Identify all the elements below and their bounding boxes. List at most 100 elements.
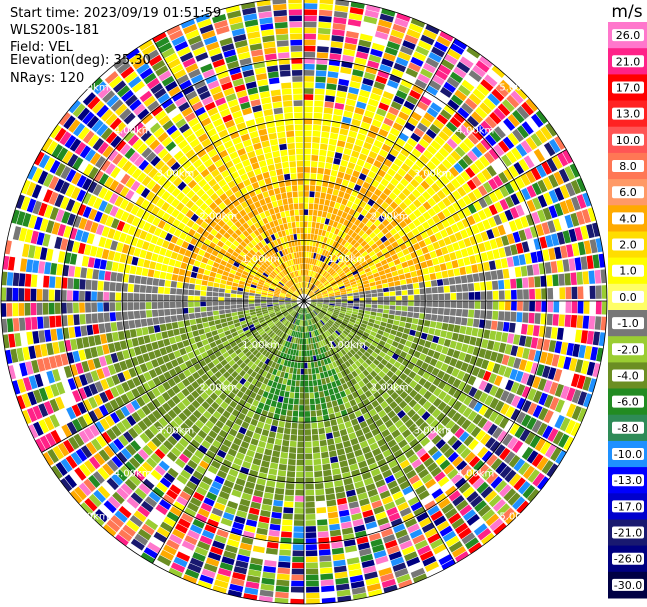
gate-cell	[49, 276, 56, 288]
gate-cell	[258, 440, 266, 448]
gate-cell	[335, 304, 341, 307]
gate-cell	[338, 165, 347, 173]
gate-cell	[333, 158, 341, 165]
gate-cell	[295, 337, 299, 344]
gate-cell	[380, 178, 389, 187]
gate-cell	[320, 397, 326, 404]
gate-cell	[550, 447, 562, 462]
gate-cell	[362, 115, 373, 124]
gate-cell	[294, 343, 298, 350]
gate-cell	[577, 241, 586, 256]
gate-cell	[422, 133, 433, 144]
gate-cell	[347, 19, 362, 27]
gate-cell	[242, 461, 252, 469]
gate-cell	[352, 286, 358, 291]
gate-cell	[334, 321, 341, 327]
gate-cell	[44, 262, 52, 275]
gate-cell	[373, 473, 384, 483]
gate-cell	[20, 258, 28, 272]
gate-cell	[355, 429, 364, 438]
gate-cell	[493, 214, 503, 226]
gate-cell	[218, 292, 225, 297]
gate-cell	[237, 472, 248, 481]
gate-cell	[414, 79, 427, 90]
gate-cell	[237, 311, 244, 315]
gate-cell	[526, 374, 536, 387]
gate-cell	[421, 411, 431, 421]
gate-cell	[486, 310, 493, 320]
gate-cell	[158, 309, 165, 317]
gate-cell	[305, 441, 312, 448]
gate-cell	[338, 357, 344, 365]
gate-cell	[347, 373, 354, 380]
gate-cell	[362, 181, 371, 190]
gate-cell	[374, 320, 381, 325]
gate-cell	[14, 333, 22, 347]
gate-cell	[319, 334, 324, 341]
gate-cell	[489, 111, 502, 125]
gate-cell	[329, 450, 337, 458]
gate-cell	[155, 262, 163, 271]
gate-cell	[432, 301, 438, 307]
gate-cell	[460, 362, 469, 372]
gate-cell	[459, 431, 470, 443]
gate-cell	[236, 301, 243, 305]
gate-cell	[332, 312, 339, 316]
gate-cell	[408, 265, 416, 272]
gate-cell	[345, 167, 354, 176]
gate-cell	[537, 378, 547, 391]
gate-cell	[309, 197, 315, 204]
gate-cell	[184, 568, 200, 579]
gate-cell	[447, 193, 457, 204]
gate-cell	[261, 370, 268, 378]
gate-cell	[592, 331, 600, 346]
gate-cell	[324, 420, 331, 428]
gate-cell	[305, 471, 314, 478]
gate-cell	[347, 181, 356, 189]
gate-cell	[286, 341, 291, 348]
gate-cell	[345, 36, 358, 45]
gate-cell	[530, 251, 538, 264]
gate-cell	[522, 465, 535, 480]
gate-cell	[248, 301, 255, 304]
gate-cell	[380, 259, 388, 266]
gate-cell	[311, 343, 315, 350]
gate-cell	[524, 431, 536, 445]
gate-cell	[304, 405, 310, 411]
gate-cell	[475, 429, 486, 442]
gate-cell	[304, 429, 311, 435]
gate-cell	[352, 443, 361, 452]
gate-cell	[396, 301, 402, 306]
gate-cell	[577, 407, 588, 423]
gate-cell	[386, 387, 395, 396]
gate-cell	[212, 306, 219, 311]
gate-cell	[338, 365, 344, 372]
gate-cell	[493, 175, 504, 187]
gate-cell	[495, 331, 503, 342]
gate-cell	[608, 285, 614, 299]
gate-cell	[440, 174, 450, 185]
gate-cell	[497, 103, 511, 117]
gate-cell	[104, 322, 112, 333]
gate-cell	[68, 265, 76, 277]
gate-cell	[476, 221, 486, 232]
gate-cell	[391, 241, 399, 249]
gate-cell	[492, 301, 499, 310]
gate-cell	[331, 381, 337, 388]
gate-cell	[451, 260, 459, 269]
gate-cell	[570, 212, 580, 227]
gate-cell	[250, 557, 263, 566]
gate-cell	[440, 109, 452, 120]
gate-cell	[164, 309, 171, 316]
gate-cell	[505, 392, 515, 405]
gate-cell	[499, 416, 510, 429]
gate-cell	[299, 338, 302, 345]
gate-cell	[149, 261, 157, 270]
gate-cell	[547, 367, 557, 380]
gate-cell	[310, 179, 316, 186]
gate-cell	[310, 277, 313, 283]
gate-cell	[506, 256, 514, 268]
gate-cell	[510, 90, 524, 104]
gate-cell	[226, 539, 240, 548]
gate-cell	[382, 534, 396, 544]
